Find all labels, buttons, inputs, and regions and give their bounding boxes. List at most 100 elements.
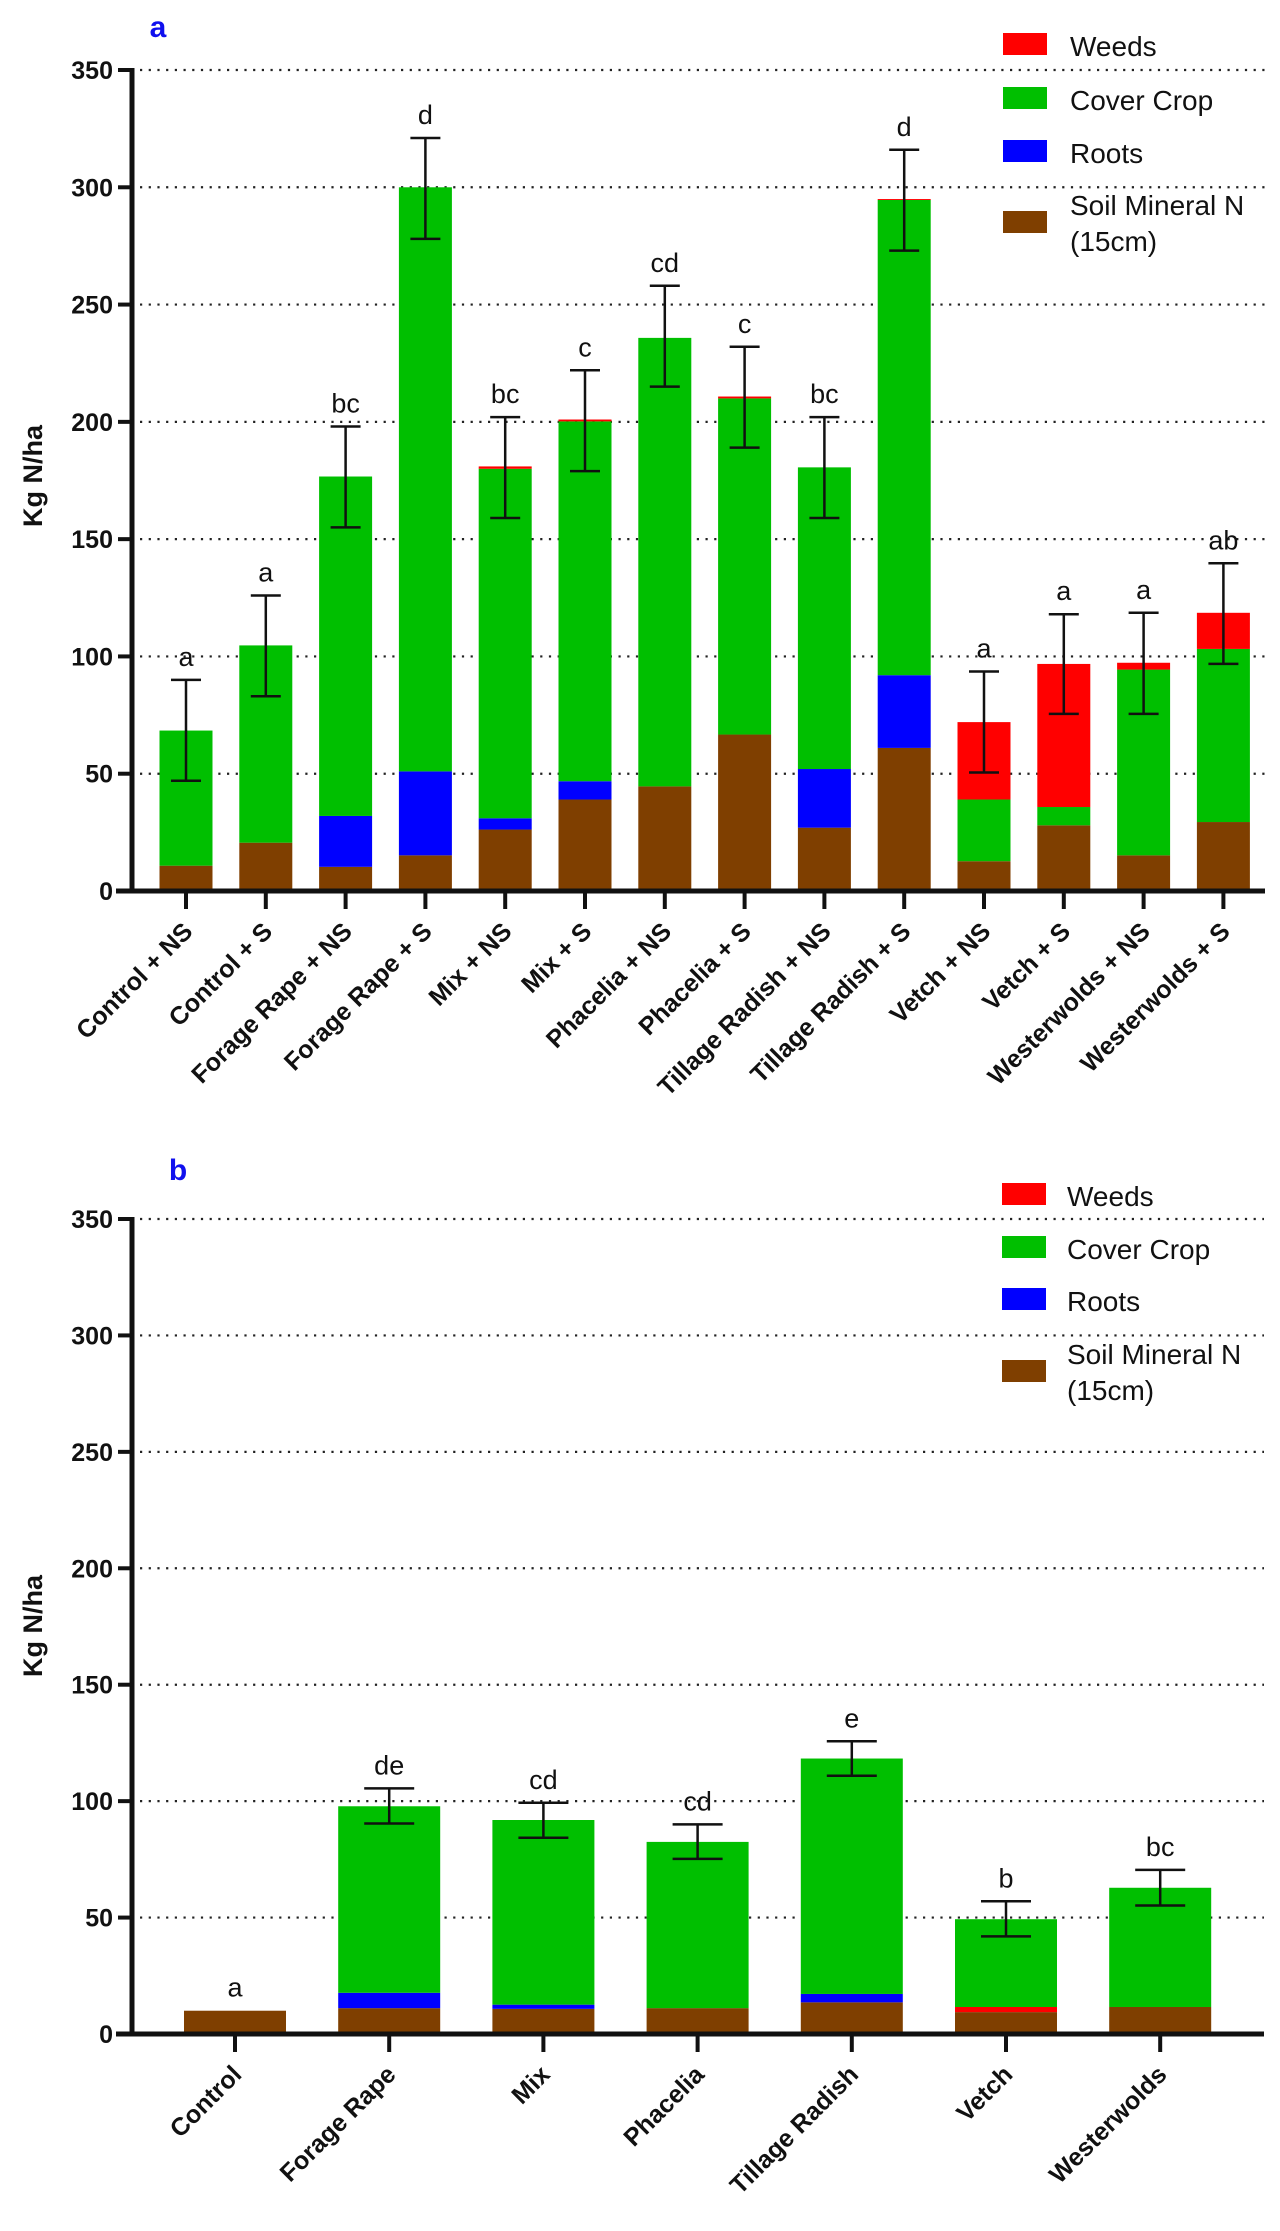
bar-segment <box>800 1758 903 1994</box>
legend-swatch <box>1002 1183 1046 1205</box>
bar-segment <box>492 2008 595 2034</box>
y-tick-label: 250 <box>71 1439 113 1467</box>
significance-letter: cd <box>529 1765 558 1795</box>
legend: Weeds Cover Crop Roots Soil Mineral N (15cm) <box>1003 31 1244 257</box>
error-bar <box>889 148 920 252</box>
bar-segment <box>398 855 452 891</box>
x-tick-label: Forage Rape <box>275 2060 402 2187</box>
bar-segment <box>800 2002 903 2034</box>
significance-letter: bc <box>491 379 520 409</box>
error-bar <box>672 1823 723 1861</box>
error-bar <box>1208 562 1239 666</box>
significance-letter: bc <box>331 389 360 419</box>
significance-letter: d <box>418 100 433 130</box>
bar-segment <box>319 476 373 816</box>
bar-segment <box>638 337 692 787</box>
bar-segment <box>478 818 532 830</box>
legend-label: Weeds <box>1067 1181 1154 1212</box>
error-bar <box>410 136 441 241</box>
legend-swatch <box>1003 87 1047 109</box>
legend-label: Roots <box>1067 1286 1140 1317</box>
x-tick-label: Vetch <box>951 2060 1018 2127</box>
error-bar <box>981 1900 1031 1938</box>
bar-segment <box>955 2012 1057 2034</box>
legend-swatch <box>1002 1360 1046 1382</box>
significance-letter: c <box>578 332 592 362</box>
error-bar <box>171 678 201 783</box>
y-tick-label: 100 <box>71 1788 113 1816</box>
legend-label: Cover Crop <box>1067 1234 1210 1265</box>
error-bar <box>826 1740 877 1778</box>
legend-label: Roots <box>1070 138 1143 169</box>
error-bar <box>1048 612 1079 716</box>
bar-segment <box>800 1993 903 2003</box>
significance-letter: de <box>374 1750 404 1780</box>
x-tick-label: Westerwolds <box>1044 2060 1173 2189</box>
bar-segment <box>159 865 213 891</box>
legend-label: Cover Crop <box>1070 85 1213 116</box>
significance-letter: c <box>738 309 752 339</box>
legend-swatch <box>1002 1236 1046 1258</box>
significance-letter: bc <box>1146 1832 1175 1862</box>
bar-segment <box>478 829 532 891</box>
bar-segment <box>877 675 931 748</box>
bar-segment <box>398 187 452 772</box>
y-axis-label: Kg N/ha <box>18 1574 48 1677</box>
x-tick-label: Mix + NS <box>423 917 517 1011</box>
significance-letter: a <box>976 633 992 663</box>
bar-segment <box>1196 822 1250 891</box>
significance-letter: b <box>998 1863 1013 1893</box>
error-bar <box>518 1801 569 1839</box>
bar-segment <box>957 799 1011 862</box>
bar-segment <box>646 2008 749 2034</box>
bar-segment <box>338 1806 441 1993</box>
significance-letter: cd <box>651 248 680 278</box>
bar-segment <box>1037 807 1091 826</box>
legend-swatch <box>1002 1288 1046 1310</box>
bar-segment <box>1109 2006 1212 2034</box>
significance-letter: e <box>844 1703 859 1733</box>
y-tick-label: 50 <box>85 1905 113 1933</box>
bar-segment <box>558 799 612 891</box>
y-tick-label: 0 <box>99 2021 113 2049</box>
bar-segment <box>1117 855 1171 891</box>
bar-segment <box>797 827 851 891</box>
legend-label: (15cm) <box>1070 226 1157 257</box>
bar-segment <box>492 1820 595 2005</box>
legend-swatch <box>1003 140 1047 162</box>
bar-segment <box>877 747 931 891</box>
panel-label: b <box>169 1154 187 1187</box>
y-tick-label: 350 <box>71 57 113 85</box>
legend-label: Weeds <box>1070 31 1157 62</box>
error-bar <box>330 425 361 529</box>
bar-segment <box>718 398 772 735</box>
y-tick-label: 150 <box>71 1672 113 1700</box>
x-tick-label: Phacelia <box>618 2060 710 2152</box>
error-bar <box>364 1787 415 1825</box>
bar-segment <box>1196 648 1250 823</box>
legend-label: Soil Mineral N <box>1070 190 1244 221</box>
bar-segment <box>184 2010 286 2034</box>
error-bar <box>250 594 281 698</box>
bar-segment <box>718 734 772 891</box>
chart-panel-b: a Control de Forage Rape cd Mix cd Phacelia e Til… <box>18 1154 1264 2200</box>
bar-segment <box>638 786 692 891</box>
bar-segment <box>398 771 452 856</box>
significance-letter: a <box>227 1973 243 2003</box>
bar-segment <box>338 1992 441 2009</box>
y-axis-label: Kg N/ha <box>18 424 48 527</box>
x-tick-label: Mix + S <box>516 917 597 998</box>
panel-label: a <box>150 11 167 44</box>
bar-segment <box>646 1841 749 2009</box>
x-tick-label: Forage Rape + S <box>279 917 438 1076</box>
y-tick-label: 300 <box>71 174 113 202</box>
significance-letter: cd <box>683 1786 712 1816</box>
error-bar <box>969 670 999 774</box>
bar-segment <box>338 2008 441 2034</box>
bar-segment <box>558 781 612 800</box>
x-tick-label: Tillage Radish <box>725 2060 864 2199</box>
y-tick-label: 50 <box>85 761 113 789</box>
x-tick-label: Mix <box>506 2060 555 2109</box>
